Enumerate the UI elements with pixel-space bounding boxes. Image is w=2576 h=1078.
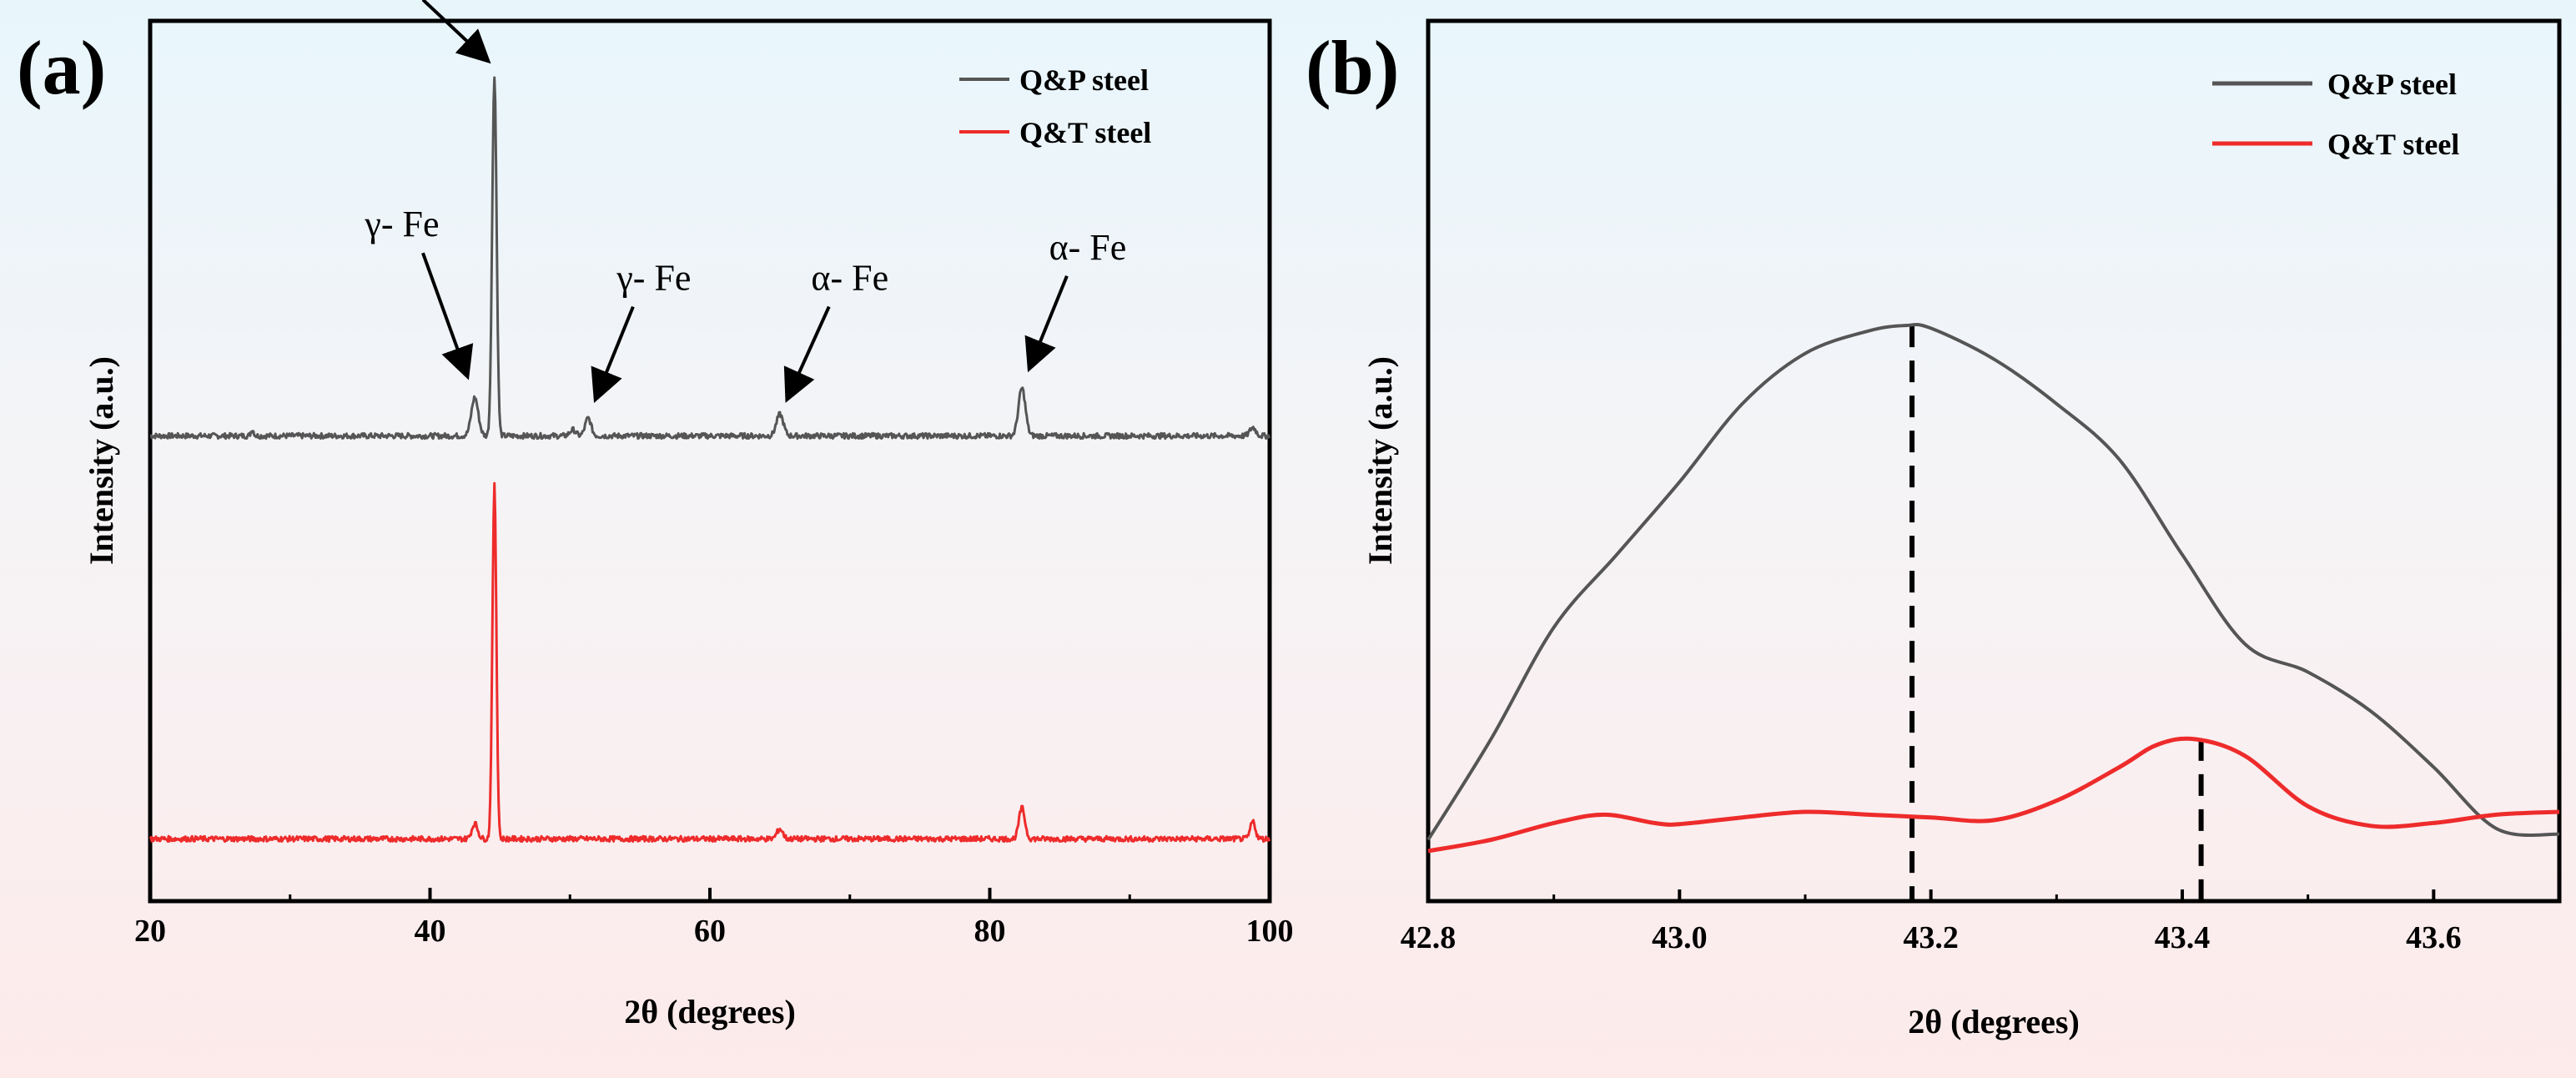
panel-a-x-tick-label: 60 xyxy=(694,914,726,949)
panel-a-frame xyxy=(148,18,1272,904)
panel-a-label: (a) xyxy=(17,25,106,110)
panel-b-x-tick-label: 43.0 xyxy=(1652,920,1708,955)
panel-b-curves xyxy=(1426,323,2560,854)
panel-b-x-tick-label: 42.8 xyxy=(1401,920,1457,955)
panel-b: (b) 42.8 43.0 43.2 43.4 43.6 Q&P steel Q&T s… xyxy=(1306,18,2562,1040)
panel-a-y-axis-title: Intensity (a.u.) xyxy=(83,356,120,565)
panel-b-legend: Q&P steel Q&T steel xyxy=(2212,68,2459,161)
legend-label-qp: Q&P steel xyxy=(1019,63,1149,97)
panel-a-annotations: α- Feγ- Feγ- Feα- Feα- Fe xyxy=(364,0,1127,404)
legend-label-qt: Q&T steel xyxy=(2327,128,2459,161)
panel-a-curves xyxy=(148,76,1271,844)
panel-a-x-tick-label: 100 xyxy=(1246,914,1294,949)
series-line-qp xyxy=(149,76,1271,441)
panel-b-x-axis-title: 2θ (degrees) xyxy=(1908,1003,2080,1040)
peak-annotation-label: α- Fe xyxy=(811,258,888,299)
peak-annotation-arrow xyxy=(1024,275,1069,373)
series-line-qp xyxy=(1426,323,2560,841)
panel-a-legend: Q&P steel Q&T steel xyxy=(959,63,1151,149)
peak-annotation-arrow xyxy=(783,305,831,403)
panel-b-x-tick-label: 43.6 xyxy=(2406,920,2462,955)
legend-label-qp: Q&P steel xyxy=(2327,68,2457,101)
panel-a-x-tick-label: 80 xyxy=(974,914,1006,949)
panel-b-x-ticks: 42.8 43.0 43.2 43.4 43.6 xyxy=(1401,889,2462,955)
peak-annotation-arrow xyxy=(421,252,474,380)
panel-b-x-tick-label: 43.4 xyxy=(2155,920,2211,955)
panel-b-x-tick-label: 43.2 xyxy=(1903,920,1959,955)
peak-annotation-arrow xyxy=(591,305,635,404)
legend-label-qt: Q&T steel xyxy=(1019,116,1151,149)
peak-annotation-label: γ- Fe xyxy=(616,258,691,299)
panel-a-x-ticks: 20 40 60 80 100 xyxy=(134,888,1294,949)
panel-b-frame xyxy=(1426,18,2562,904)
panel-b-label: (b) xyxy=(1306,25,1399,110)
peak-annotation-label: α- Fe xyxy=(1049,227,1127,268)
series-line-qt xyxy=(148,481,1271,844)
panel-b-peak-markers xyxy=(1909,325,2204,901)
panel-b-y-axis-title: Intensity (a.u.) xyxy=(1361,356,1399,565)
panel-a-x-tick-label: 40 xyxy=(415,914,446,949)
series-line-qt xyxy=(1427,736,2560,854)
panel-a-x-tick-label: 20 xyxy=(134,914,166,949)
peak-annotation-label: γ- Fe xyxy=(364,204,439,244)
panel-a-x-axis-title: 2θ (degrees) xyxy=(624,993,796,1030)
peak-annotation-arrow xyxy=(421,0,491,64)
